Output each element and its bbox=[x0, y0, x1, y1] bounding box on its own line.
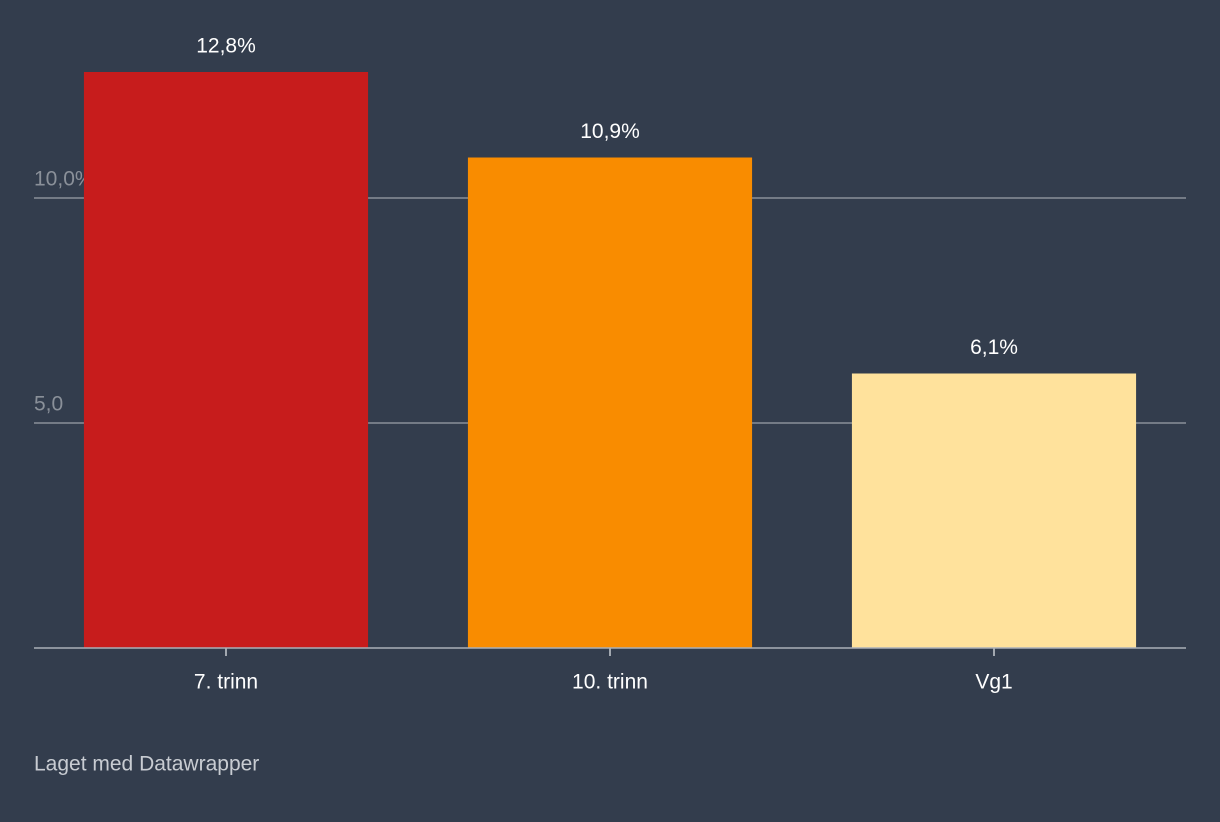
bar bbox=[467, 157, 753, 648]
x-tick-label: 7. trinn bbox=[194, 671, 258, 694]
value-label: 6,1% bbox=[970, 336, 1018, 359]
footer: Laget med Datawrapper bbox=[34, 753, 259, 776]
value-label: 10,9% bbox=[580, 120, 640, 143]
y-tick-label: 10,0% bbox=[34, 168, 94, 191]
bar bbox=[851, 373, 1137, 648]
bar bbox=[83, 72, 369, 648]
y-tick-label: 5,0 bbox=[34, 393, 63, 416]
x-tick-label: 10. trinn bbox=[572, 671, 648, 694]
value-label: 12,8% bbox=[196, 35, 256, 58]
x-tick-label: Vg1 bbox=[975, 671, 1012, 694]
